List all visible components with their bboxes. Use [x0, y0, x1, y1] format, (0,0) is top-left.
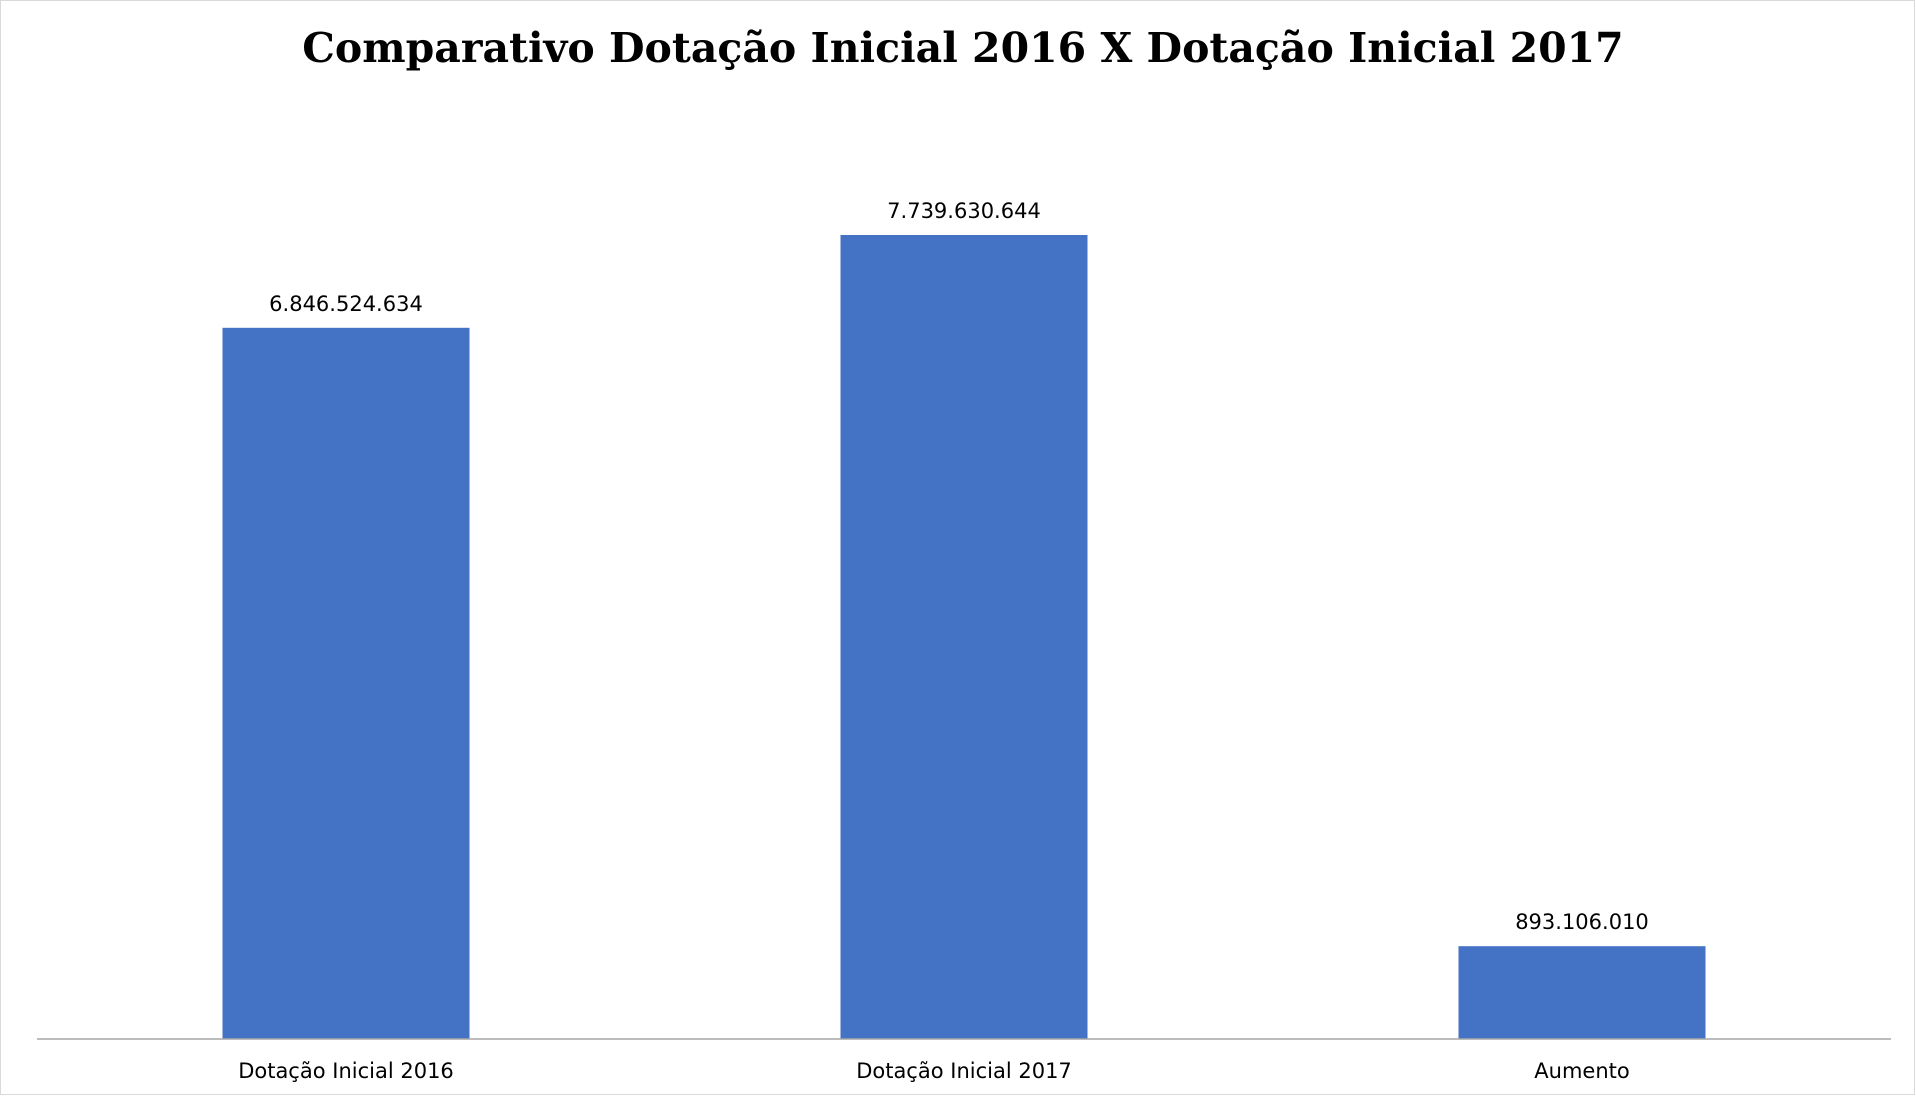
category-label-1: Dotação Inicial 2016 — [238, 1059, 454, 1083]
category-label-3: Aumento — [1534, 1059, 1629, 1083]
bar-1 — [222, 327, 470, 1039]
category-labels-group: Dotação Inicial 2016 Dotação Inicial 2017… — [238, 1059, 1630, 1083]
category-label-2: Dotação Inicial 2017 — [856, 1059, 1072, 1083]
value-label-3: 893.106.010 — [1515, 910, 1649, 934]
value-label-1: 6.846.524.634 — [269, 292, 423, 316]
bars-group — [222, 235, 1706, 1039]
chart-title: Comparativo Dotação Inicial 2016 X Dotaç… — [302, 24, 1623, 72]
bar-2 — [840, 235, 1088, 1039]
bar-3 — [1458, 946, 1706, 1039]
value-labels-group: 6.846.524.634 7.739.630.644 893.106.010 — [269, 199, 1649, 934]
value-label-2: 7.739.630.644 — [887, 199, 1041, 223]
